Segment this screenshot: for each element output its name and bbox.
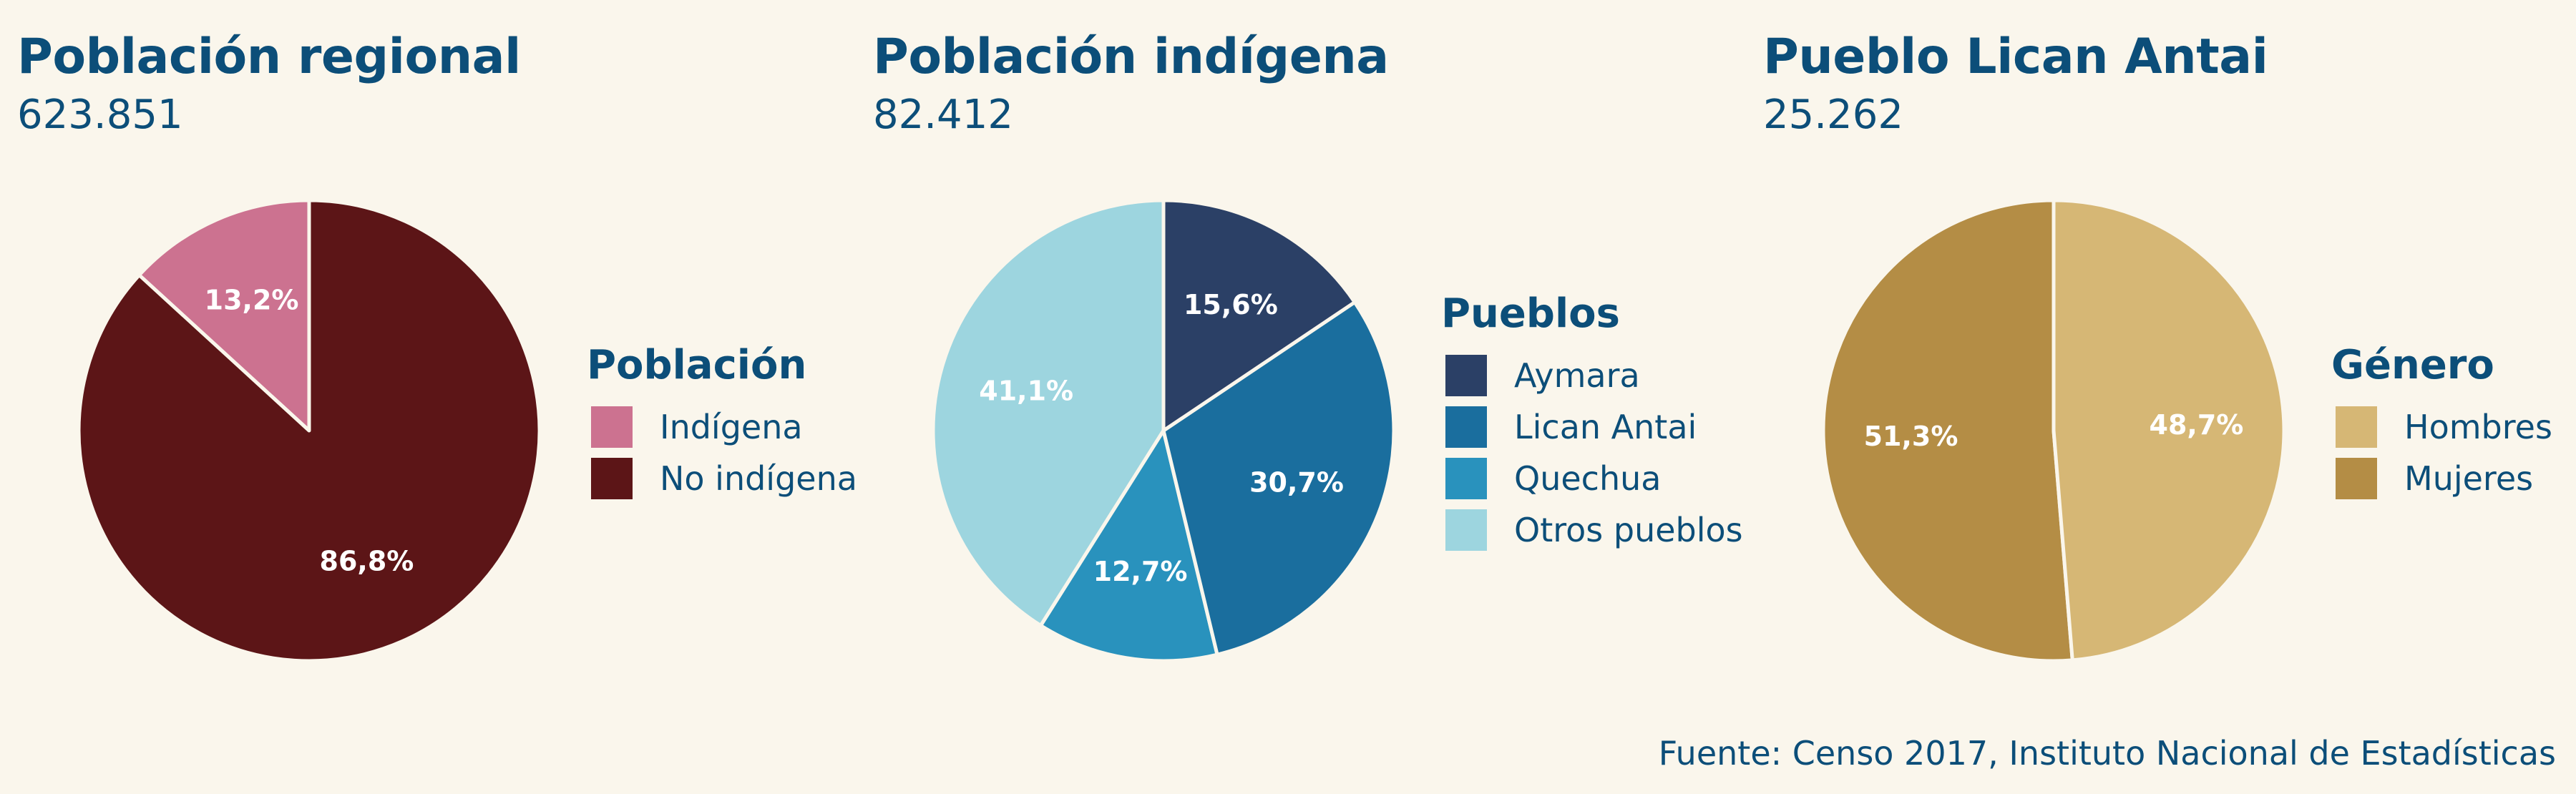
legend-item: Hombres (2331, 401, 2552, 453)
pie-chart-poblacion-indigena: 41,1% 12,7% 30,7% 15,6% (931, 198, 1396, 663)
chart-title: Pueblo Lican Antai (1763, 29, 2268, 85)
legend-swatch (591, 458, 633, 499)
pie-chart-poblacion-regional: 13,2% 86,8% (77, 198, 542, 663)
data-label-hombres: 48,7% (2150, 409, 2244, 441)
legend-swatch (1445, 509, 1487, 551)
legend-item: Aymara (1441, 350, 1743, 401)
legend: Población Indígena No indígena (587, 342, 857, 504)
legend-item: Otros pueblos (1441, 504, 1743, 556)
data-label-indigena: 13,2% (205, 284, 299, 315)
pie-slice-indigena (137, 198, 311, 433)
pie-slice-mujeres (1821, 198, 2074, 663)
legend-label: Mujeres (2404, 459, 2534, 498)
data-label-aymara: 15,6% (1184, 289, 1278, 320)
legend-label: Lican Antai (1514, 408, 1697, 446)
legend-title: Pueblos (1441, 290, 1620, 337)
chart-panel-pueblo-lican-antai: Pueblo Lican Antai 25.262 51,3% 48,7% Gén… (1746, 0, 2576, 794)
chart-total: 25.262 (1763, 92, 1903, 138)
legend-swatch (1445, 406, 1487, 448)
chart-panel-poblacion-regional: Población regional 623.851 13,2% 86,8% Po… (0, 0, 859, 794)
chart-total: 623.851 (17, 92, 183, 138)
chart-total: 82.412 (873, 92, 1013, 138)
chart-title: Población indígena (873, 29, 1389, 85)
legend-item: No indígena (587, 453, 857, 504)
legend-label: Aymara (1514, 356, 1640, 395)
legend-swatch (1445, 458, 1487, 499)
legend-label: Hombres (2404, 408, 2552, 446)
legend-item: Quechua (1441, 453, 1743, 504)
legend-label: No indígena (660, 459, 857, 498)
legend-swatch (591, 406, 633, 448)
pie-slice-hombres (2051, 198, 2286, 662)
chart-title: Población regional (17, 29, 521, 85)
pie-slice-lican-antai (1161, 300, 1396, 657)
legend-item: Lican Antai (1441, 401, 1743, 453)
legend-item: Indígena (587, 401, 857, 453)
legend-label: Otros pueblos (1514, 511, 1743, 549)
legend-label: Quechua (1514, 459, 1662, 498)
chart-panel-poblacion-indigena: Población indígena 82.412 41,1% 12,7% 30,7… (856, 0, 1750, 794)
pie-slice-aymara (1161, 198, 1357, 433)
legend: Género Hombres Mujeres (2331, 342, 2552, 504)
pie-chart-pueblo-lican-antai: 51,3% 48,7% (1821, 198, 2286, 663)
pie-slice-no-indigena (77, 198, 542, 663)
legend-swatch (2336, 406, 2377, 448)
data-label-no-indigena: 86,8% (320, 546, 414, 577)
legend-item: Mujeres (2331, 453, 2552, 504)
legend-swatch (2336, 458, 2377, 499)
legend: Pueblos Aymara Lican Antai Quechua Otros… (1441, 290, 1743, 556)
data-label-mujeres: 51,3% (1864, 421, 1958, 452)
legend-title: Población (587, 342, 807, 388)
pie-slice-quechua (1038, 428, 1219, 663)
legend-title: Género (2331, 342, 2494, 388)
data-label-lican-antai: 30,7% (1249, 467, 1344, 499)
data-label-quechua: 12,7% (1093, 556, 1188, 587)
legend-swatch (1445, 355, 1487, 396)
data-label-otros-pueblos: 41,1% (979, 376, 1073, 407)
source-note: Fuente: Censo 2017, Instituto Nacional d… (1658, 734, 2556, 773)
legend-label: Indígena (660, 408, 803, 446)
